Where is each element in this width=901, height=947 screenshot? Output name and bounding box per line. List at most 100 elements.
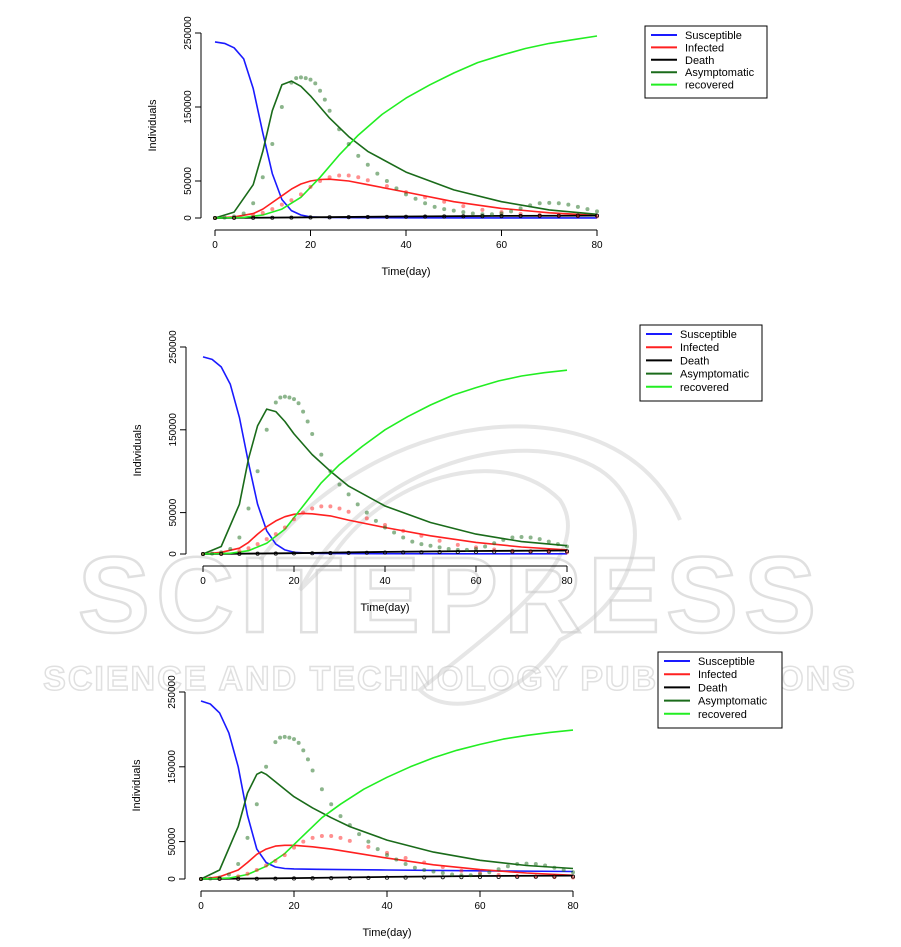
asymptomatic-observed-point (401, 535, 406, 540)
asymptomatic-observed-point (431, 869, 436, 874)
infected-observed-point (401, 528, 406, 533)
asymptomatic-observed-point (561, 868, 566, 873)
asymptomatic-observed-point (278, 735, 283, 740)
asymptomatic-observed-point (565, 544, 569, 549)
asymptomatic-observed-point (518, 206, 523, 211)
asymptomatic-observed-point (296, 401, 301, 406)
asymptomatic-observed-point (296, 740, 301, 745)
asymptomatic-line (214, 80, 598, 219)
infected-observed-point (273, 532, 278, 537)
infected-observed-point (571, 875, 575, 880)
y-tick-label: 0 (168, 551, 179, 557)
infected-observed-point (515, 874, 520, 879)
asymptomatic-observed-point (470, 211, 475, 216)
asymptomatic-observed-point (546, 539, 551, 544)
infected-observed-point (403, 856, 408, 861)
death-observed-point (401, 550, 406, 555)
legend-item: recovered (698, 709, 747, 721)
legend-item: Asymptomatic (680, 369, 750, 381)
x-tick-label: 60 (470, 576, 482, 587)
chart-panel-3: 0 20 40 60 80 Time(day) 0 50000 150000 250000 Indi… (131, 651, 783, 939)
death-observed-point (364, 550, 369, 555)
infected-observed-point (246, 546, 251, 551)
infected-observed-point (537, 213, 542, 218)
asymptomatic-observed-point (585, 207, 590, 212)
death-observed-point (533, 874, 538, 879)
y-tick-label: 250000 (183, 16, 194, 50)
death-observed-point (328, 551, 333, 556)
asymptomatic-observed-point (327, 108, 332, 113)
death-observed-point (365, 214, 370, 220)
asymptomatic-observed-point (451, 208, 456, 213)
infected-line (200, 844, 574, 880)
death-observed-point (455, 549, 460, 555)
x-tick-label: 0 (198, 901, 204, 912)
death-observed-point (477, 875, 483, 880)
asymptomatic-observed-point (461, 210, 466, 215)
asymptomatic-observed-point (364, 510, 369, 515)
infected-observed-point (319, 504, 324, 509)
y-tick-label: 50000 (167, 827, 178, 855)
asymptomatic-observed-point (566, 202, 571, 207)
asymptomatic-observed-point (310, 431, 315, 436)
death-observed-point (496, 874, 501, 879)
death-observed-point (308, 215, 313, 220)
infected-line (214, 178, 598, 219)
asymptomatic-observed-point (228, 547, 233, 552)
death-observed-point (459, 875, 464, 880)
asymptomatic-observed-point (273, 740, 278, 745)
asymptomatic-observed-point (328, 469, 333, 474)
death-observed-point (423, 214, 428, 219)
y-tick-label: 250000 (167, 675, 178, 709)
asymptomatic-observed-point (515, 862, 520, 867)
x-tick-label: 20 (288, 576, 300, 587)
death-observed-point (291, 551, 297, 556)
death-observed-point (327, 215, 332, 220)
asymptomatic-observed-point (385, 853, 389, 858)
death-observed-point (515, 874, 520, 879)
asymptomatic-observed-point (337, 127, 342, 132)
asymptomatic-observed-point (403, 862, 408, 867)
y-axis-label: Individuals (147, 99, 159, 151)
y-tick-label: 150000 (183, 90, 194, 124)
recovered-line (202, 369, 568, 555)
x-tick-label: 80 (561, 576, 573, 587)
asymptomatic-observed-point (298, 75, 303, 80)
asymptomatic-observed-point (313, 81, 318, 86)
asymptomatic-observed-point (556, 201, 561, 206)
asymptomatic-observed-point (410, 539, 415, 544)
infected-observed-point (264, 537, 269, 542)
death-observed-point (528, 549, 533, 554)
infected-observed-point (329, 833, 334, 838)
infected-observed-point (298, 192, 303, 197)
asymptomatic-observed-point (528, 535, 533, 540)
asymptomatic-observed-point (346, 492, 351, 497)
infected-observed-point (423, 195, 428, 200)
death-observed-point (289, 215, 294, 220)
x-tick-label: 80 (567, 901, 579, 912)
y-axis-label: Individuals (131, 759, 143, 811)
infected-observed-point (455, 542, 460, 547)
asymptomatic-observed-point (442, 207, 447, 212)
asymptomatic-observed-point (282, 734, 287, 739)
asymptomatic-observed-point (356, 153, 361, 158)
asymptomatic-observed-point (337, 482, 342, 487)
asymptomatic-observed-point (287, 395, 292, 400)
asymptomatic-observed-point (319, 452, 324, 457)
asymptomatic-observed-point (322, 97, 327, 102)
susceptible-line (202, 356, 567, 555)
asymptomatic-observed-point (246, 506, 251, 511)
asymptomatic-observed-point (492, 541, 497, 546)
infected-observed-point (289, 198, 294, 203)
asymptomatic-observed-point (464, 547, 469, 552)
infected-observed-point (595, 214, 599, 219)
asymptomatic-observed-point (208, 876, 213, 881)
infected-observed-point (308, 184, 313, 189)
asymptomatic-observed-point (347, 823, 352, 828)
x-axis-label: Time(day) (360, 602, 409, 614)
asymptomatic-observed-point (226, 872, 231, 877)
asymptomatic-observed-point (222, 215, 227, 220)
asymptomatic-observed-point (287, 735, 292, 740)
death-observed-point (575, 213, 580, 218)
recovered-line (214, 35, 598, 219)
